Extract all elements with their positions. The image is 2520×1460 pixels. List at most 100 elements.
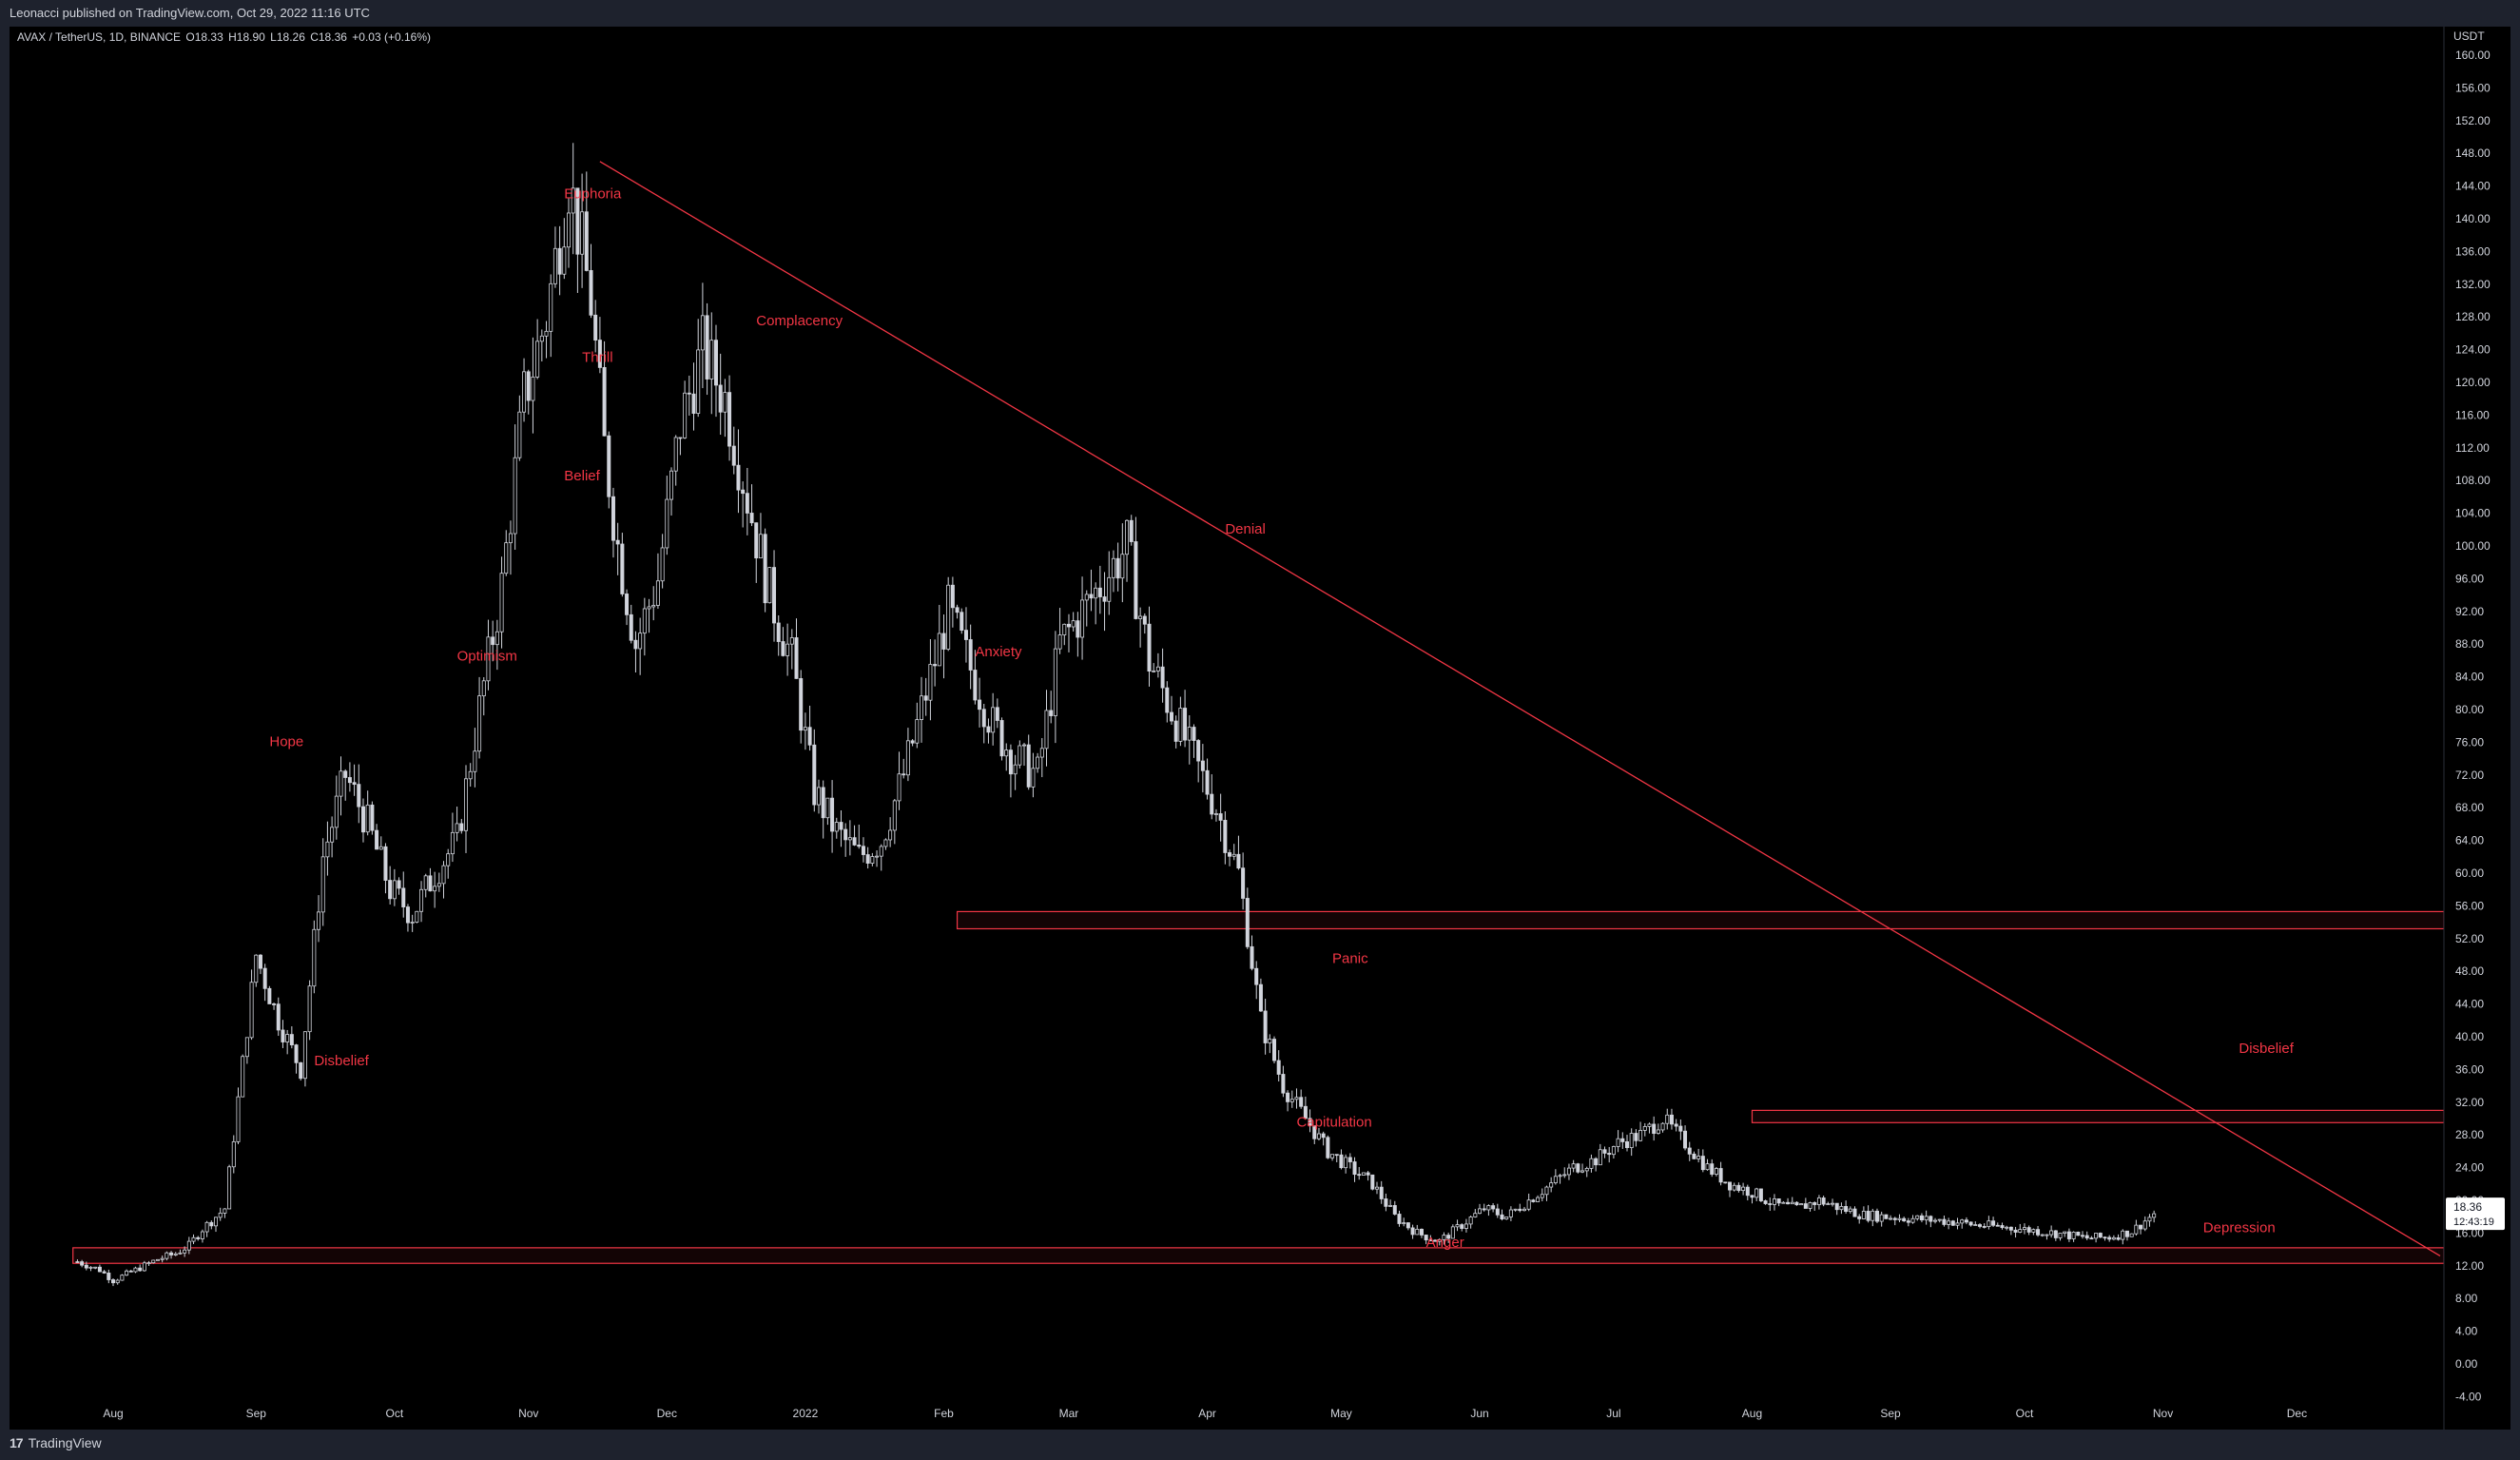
symbol-name[interactable]: AVAX / TetherUS, 1D, BINANCE bbox=[17, 30, 182, 44]
candle-body bbox=[647, 606, 651, 610]
candle-body bbox=[241, 1056, 245, 1098]
bar-countdown: 12:43:19 bbox=[2453, 1217, 2494, 1228]
price-tick-label: 40.00 bbox=[2455, 1030, 2484, 1043]
candle-body bbox=[611, 496, 615, 541]
candle-body bbox=[299, 1061, 303, 1080]
candle-body bbox=[584, 211, 589, 271]
candle-body bbox=[347, 777, 352, 784]
candle-body bbox=[526, 371, 531, 401]
candle-body bbox=[1183, 708, 1188, 741]
candle-body bbox=[1450, 1226, 1455, 1239]
candle-body bbox=[1169, 711, 1173, 722]
candle-body bbox=[1656, 1129, 1660, 1135]
support-zone-low bbox=[72, 1247, 2445, 1264]
candle-body bbox=[2089, 1237, 2094, 1240]
candle-body bbox=[1674, 1123, 1678, 1127]
annotation-label: Anxiety bbox=[975, 644, 1022, 660]
candle-body bbox=[2107, 1236, 2112, 1240]
candle-body bbox=[1415, 1228, 1420, 1236]
candle-body bbox=[1460, 1224, 1464, 1229]
candle-body bbox=[499, 573, 504, 633]
candle-body bbox=[789, 637, 794, 645]
candle-body bbox=[2036, 1229, 2041, 1236]
tradingview-logo[interactable]: 17 TradingView bbox=[10, 1435, 102, 1450]
candle-body bbox=[146, 1262, 151, 1265]
candle-body bbox=[1558, 1175, 1562, 1178]
candle-body bbox=[97, 1266, 102, 1273]
candle-body bbox=[1339, 1154, 1344, 1169]
candle-body bbox=[1455, 1224, 1460, 1228]
candle-body bbox=[169, 1252, 174, 1256]
candle-body bbox=[847, 837, 852, 841]
candle-body bbox=[1834, 1202, 1839, 1211]
candle-body bbox=[1531, 1199, 1536, 1202]
candle-body bbox=[597, 340, 602, 368]
candle-body bbox=[593, 314, 598, 341]
candle-body bbox=[1687, 1147, 1692, 1155]
candle-body bbox=[84, 1264, 88, 1269]
candle-body bbox=[687, 392, 691, 395]
candle-body bbox=[1375, 1186, 1380, 1190]
candle-body bbox=[892, 800, 897, 831]
candle-body bbox=[204, 1221, 209, 1233]
candle-body bbox=[138, 1267, 143, 1272]
candle-body bbox=[2018, 1229, 2023, 1233]
candle-body bbox=[839, 822, 843, 830]
candle-body bbox=[459, 823, 464, 831]
candle-body bbox=[1107, 576, 1112, 602]
candle-body bbox=[1871, 1210, 1875, 1221]
candle-body bbox=[276, 1003, 281, 1031]
resistance-zone-mid bbox=[956, 910, 2445, 930]
candlestick-chart[interactable]: Disbelief Hope Optimism Belief Thrill Euphori… bbox=[10, 27, 2510, 1430]
candle-body bbox=[1178, 708, 1183, 742]
candle-body bbox=[1468, 1217, 1473, 1225]
candle-body bbox=[1424, 1235, 1428, 1241]
candle-body bbox=[1768, 1203, 1773, 1205]
candle-body bbox=[1660, 1122, 1665, 1131]
descending-trendline bbox=[599, 161, 2441, 1257]
candle-body bbox=[1620, 1138, 1625, 1142]
candle-body bbox=[1589, 1158, 1594, 1169]
candle-body bbox=[365, 804, 370, 833]
price-tick-label: 92.00 bbox=[2455, 605, 2484, 618]
price-tick-label: 152.00 bbox=[2455, 114, 2491, 127]
candle-body bbox=[683, 392, 688, 438]
price-tick-label: 132.00 bbox=[2455, 278, 2491, 291]
candle-body bbox=[1357, 1174, 1362, 1177]
price-tick-label: 8.00 bbox=[2455, 1292, 2478, 1305]
time-tick-label: Nov bbox=[518, 1407, 538, 1420]
candle-body bbox=[673, 437, 678, 472]
candle-body bbox=[1125, 519, 1130, 555]
candle-body bbox=[549, 282, 553, 332]
candle-body bbox=[183, 1249, 187, 1254]
price-tick-label: 88.00 bbox=[2455, 637, 2484, 651]
candle-body bbox=[360, 806, 365, 833]
time-tick-label: Sep bbox=[1880, 1407, 1901, 1420]
candle-body bbox=[375, 829, 379, 850]
candle-body bbox=[669, 470, 674, 500]
candle-body bbox=[419, 888, 424, 912]
annotation-label: Optimism bbox=[457, 648, 517, 664]
candle-body bbox=[1039, 748, 1044, 758]
price-tick-label: 120.00 bbox=[2455, 376, 2491, 389]
symbol-info[interactable]: AVAX / TetherUS, 1D, BINANCE O18.33 H18.… bbox=[17, 30, 433, 44]
candle-body bbox=[1500, 1214, 1504, 1220]
candle-body bbox=[486, 636, 491, 682]
candle-body bbox=[923, 695, 928, 701]
candle-body bbox=[2005, 1226, 2009, 1229]
candle-body bbox=[2031, 1229, 2036, 1233]
candle-body bbox=[383, 846, 388, 881]
chart-area[interactable]: Disbelief Hope Optimism Belief Thrill Euphori… bbox=[10, 27, 2510, 1430]
candle-body bbox=[875, 855, 880, 858]
price-tick-label: 144.00 bbox=[2455, 180, 2491, 193]
candle-body bbox=[1942, 1218, 1947, 1225]
candle-body bbox=[981, 709, 986, 728]
candle-body bbox=[1786, 1201, 1791, 1205]
price-label-layer: 18.36 12:43:19 bbox=[2446, 1197, 2505, 1231]
candle-body bbox=[625, 594, 630, 615]
last-price-badge bbox=[2446, 1197, 2505, 1231]
price-tick-label: 60.00 bbox=[2455, 866, 2484, 880]
candle-body bbox=[2049, 1230, 2054, 1236]
candle-body bbox=[1120, 554, 1125, 579]
candle-body bbox=[901, 773, 906, 776]
